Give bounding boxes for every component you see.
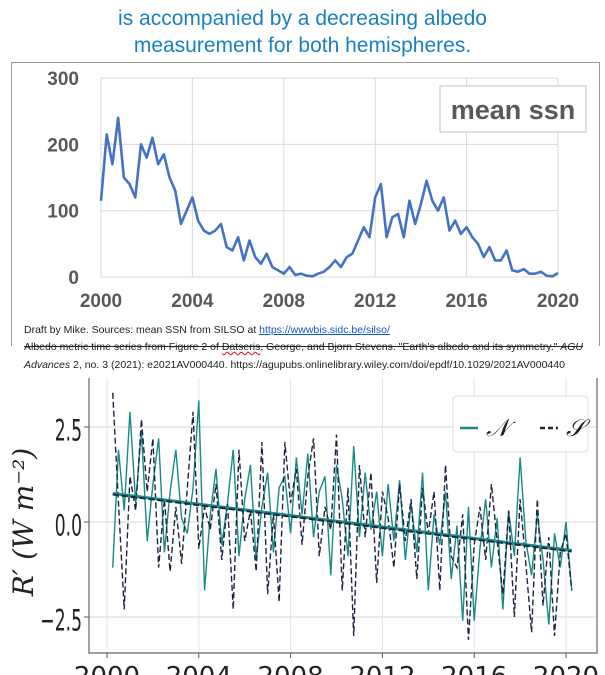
x-tick-label: 2012: [349, 662, 415, 675]
y-tick-label: 300: [47, 69, 79, 90]
legend-box: [439, 85, 587, 133]
caption-text: Albedo metric time series from Figure 2 …: [24, 341, 222, 353]
caption-italic: Advances: [24, 359, 71, 371]
y-tick-label: 0: [68, 268, 79, 289]
x-tick-label: 2000: [74, 662, 140, 675]
misspelled-name: Datseris: [221, 341, 261, 353]
x-tick-label: 2004: [166, 662, 232, 675]
x-tick-label: 2012: [354, 291, 396, 312]
north-series-line: [112, 400, 573, 625]
y-tick-label: 100: [47, 202, 79, 223]
south-trend-line: [112, 493, 572, 553]
axes-frame: [88, 378, 598, 654]
caption-line-1: Draft by Mike. Sources: mean SSN from SI…: [24, 324, 390, 337]
ssn-chart: 0 100 200 300 2000 2004 2008 2012 2016 2020 mean s…: [47, 69, 587, 312]
y-tick-label: 0.0: [55, 507, 82, 543]
caption-text: , George, and Bjorn Stevens. "Earth's al…: [260, 341, 561, 353]
x-tick-label: 2008: [258, 662, 324, 675]
y-tick-label: 2.5: [55, 412, 82, 448]
ssn-chart-frame: [11, 62, 600, 346]
silso-link[interactable]: https://wwwbis.sidc.be/silso/: [259, 324, 390, 336]
caption-line-2: Albedo metric time series from Figure 2 …: [24, 341, 583, 354]
ssn-series-line: [99, 116, 559, 278]
x-tick-label: 2008: [263, 291, 305, 312]
headline-line-1: is accompanied by a decreasing albedo: [118, 7, 487, 30]
x-tick-label: 2004: [171, 291, 214, 312]
caption-text: 2, no. 3 (2021): e2021AV000440. https://…: [70, 359, 565, 371]
y-tick-label: −2.5: [40, 602, 82, 638]
x-tick-label: 2020: [537, 291, 579, 312]
headline-line-2: measurement for both hemispheres.: [133, 34, 472, 57]
x-tick-label: 2016: [445, 291, 487, 312]
legend-label: mean ssn: [451, 95, 576, 125]
south-series-line: [112, 392, 573, 640]
y-tick-label: 200: [47, 135, 79, 156]
y-axis-label: R′ (W m⁻²): [7, 448, 40, 597]
caption-italic: AGU: [560, 341, 584, 353]
x-tick-label: 2020: [533, 662, 599, 675]
caption-line-3: Advances 2, no. 3 (2021): e2021AV000440.…: [24, 359, 565, 372]
x-tick-label: 2000: [80, 291, 122, 312]
caption-text: Draft by Mike. Sources: mean SSN from SI…: [24, 324, 260, 336]
x-tick-label: 2016: [441, 662, 507, 675]
legend-box: [452, 395, 589, 453]
